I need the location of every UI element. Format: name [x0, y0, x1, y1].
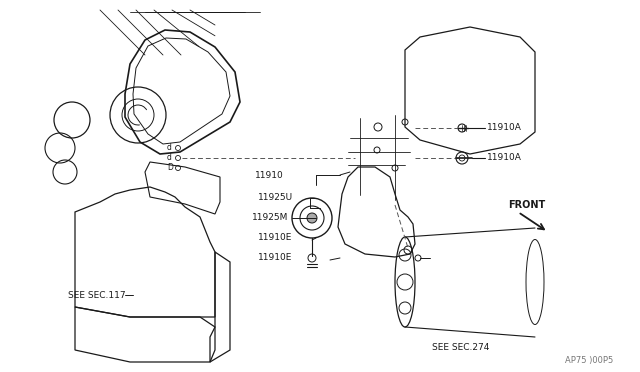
- Text: 11910E: 11910E: [258, 253, 292, 263]
- Text: d: d: [167, 154, 172, 163]
- Text: 11925U: 11925U: [258, 193, 293, 202]
- Text: 11925M: 11925M: [252, 214, 289, 222]
- Text: 11910A: 11910A: [487, 154, 522, 163]
- Text: SEE SEC.274: SEE SEC.274: [432, 343, 490, 353]
- Text: FRONT: FRONT: [508, 200, 545, 210]
- Text: 11910: 11910: [255, 170, 284, 180]
- Text: SEE SEC.117: SEE SEC.117: [68, 291, 125, 299]
- Text: d: d: [167, 144, 172, 153]
- Circle shape: [307, 213, 317, 223]
- Text: D: D: [167, 164, 173, 173]
- Text: 11910E: 11910E: [258, 234, 292, 243]
- Text: 11910A: 11910A: [487, 124, 522, 132]
- Text: AP75 )00P5: AP75 )00P5: [565, 356, 613, 365]
